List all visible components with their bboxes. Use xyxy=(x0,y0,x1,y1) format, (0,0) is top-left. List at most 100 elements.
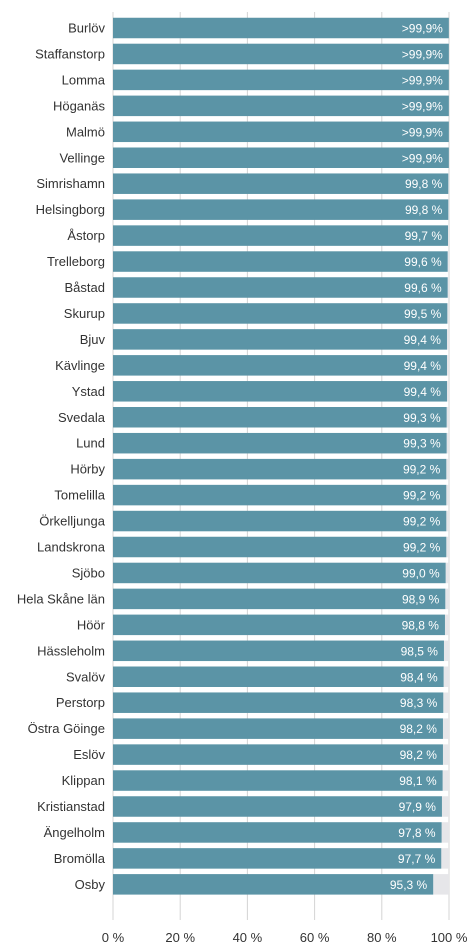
category-label: Ystad xyxy=(72,384,105,399)
value-label: 99,3 % xyxy=(403,437,441,451)
bar xyxy=(113,95,449,117)
bar-remainder xyxy=(443,692,449,713)
value-label: >99,9% xyxy=(402,151,443,165)
bar-remainder xyxy=(447,251,449,272)
value-label: 98,2 % xyxy=(400,722,438,736)
value-label: 99,7 % xyxy=(405,229,443,243)
bar xyxy=(113,536,447,558)
category-label: Sjöbo xyxy=(72,565,105,580)
bar xyxy=(113,69,449,91)
bar-remainder xyxy=(446,407,449,428)
bar xyxy=(113,407,447,428)
category-label: Hela Skåne län xyxy=(17,591,105,606)
category-label: Helsingborg xyxy=(36,202,105,217)
x-tick-label: 0 % xyxy=(102,930,125,945)
bar-remainder xyxy=(441,822,449,843)
bar xyxy=(113,770,443,791)
category-label: Malmö xyxy=(66,124,105,139)
value-label: 99,4 % xyxy=(404,333,442,347)
value-label: 99,8 % xyxy=(405,203,443,217)
value-label: 99,8 % xyxy=(405,177,443,191)
x-tick-label: 20 % xyxy=(165,930,195,945)
bar xyxy=(113,43,449,65)
category-label: Östra Göinge xyxy=(28,721,105,736)
category-label: Svedala xyxy=(58,410,106,425)
category-label: Svalöv xyxy=(66,669,106,684)
bar xyxy=(113,510,447,532)
bar-remainder xyxy=(433,874,449,895)
category-label: Burlöv xyxy=(68,21,105,36)
bar xyxy=(113,17,449,39)
value-label: 97,7 % xyxy=(398,852,436,866)
category-label: Lomma xyxy=(62,72,106,87)
value-label: 99,2 % xyxy=(403,463,441,477)
bar xyxy=(113,381,447,402)
bar xyxy=(113,874,434,895)
bar-remainder xyxy=(448,173,449,194)
bar-remainder xyxy=(448,199,449,220)
bar xyxy=(113,251,448,272)
category-label: Höganäs xyxy=(53,98,106,113)
bar-remainder xyxy=(447,225,449,246)
bar-remainder xyxy=(446,381,449,402)
value-label: >99,9% xyxy=(402,47,443,61)
bar xyxy=(113,121,449,143)
value-label: 98,1 % xyxy=(399,774,437,788)
value-label: >99,9% xyxy=(402,99,443,113)
value-label: 99,5 % xyxy=(404,307,442,321)
bar xyxy=(113,458,447,480)
value-label: >99,9% xyxy=(402,22,443,36)
value-label: 98,5 % xyxy=(401,644,439,658)
bar xyxy=(113,147,449,168)
category-label: Kristianstad xyxy=(37,799,105,814)
category-label: Åstorp xyxy=(67,228,105,243)
category-label: Lund xyxy=(76,436,105,451)
value-label: 98,8 % xyxy=(402,618,440,632)
value-label: 99,4 % xyxy=(404,385,442,399)
x-tick-label: 100 % xyxy=(431,930,468,945)
bar-remainder xyxy=(447,303,449,324)
value-label: 99,6 % xyxy=(404,281,442,295)
bar-remainder xyxy=(443,666,449,687)
bar xyxy=(113,484,447,506)
value-label: 99,2 % xyxy=(403,541,441,555)
value-label: 97,8 % xyxy=(398,826,436,840)
value-label: 98,3 % xyxy=(400,696,438,710)
bar-remainder xyxy=(442,744,449,765)
bar-remainder xyxy=(446,484,449,506)
bar-remainder xyxy=(441,848,449,869)
category-label: Örkelljunga xyxy=(39,514,106,529)
category-label: Landskrona xyxy=(37,540,106,555)
bar xyxy=(113,692,444,713)
value-label: 99,2 % xyxy=(403,515,441,529)
bar-remainder xyxy=(445,562,449,584)
bar-remainder xyxy=(442,770,449,791)
bar xyxy=(113,303,448,324)
bar-remainder xyxy=(446,510,449,532)
category-label: Bjuv xyxy=(80,332,106,347)
value-label: 98,2 % xyxy=(400,748,438,762)
bar xyxy=(113,796,442,817)
value-label: 99,3 % xyxy=(403,411,441,425)
value-label: 99,6 % xyxy=(404,255,442,269)
category-label: Eslöv xyxy=(73,747,105,762)
value-label: 99,4 % xyxy=(404,359,442,373)
category-label: Klippan xyxy=(62,773,105,788)
bar xyxy=(113,588,446,610)
bar xyxy=(113,718,443,739)
bar xyxy=(113,173,449,194)
category-label: Simrishamn xyxy=(36,176,105,191)
category-label: Båstad xyxy=(65,280,105,295)
category-labels: Burlöv Staffanstorp Lomma Höganäs Malmö Velli… xyxy=(17,21,106,892)
bar xyxy=(113,848,442,869)
x-tick-label: 60 % xyxy=(300,930,330,945)
category-label: Kävlinge xyxy=(55,358,105,373)
category-label: Osby xyxy=(75,877,106,892)
value-label: >99,9% xyxy=(402,125,443,139)
category-label: Ängelholm xyxy=(44,825,105,840)
x-axis-tick-labels: 0 % 20 % 40 % 60 % 80 % 100 % xyxy=(102,930,468,945)
bar xyxy=(113,277,448,298)
bar-remainder xyxy=(446,432,449,454)
category-label: Tomelilla xyxy=(54,488,105,503)
